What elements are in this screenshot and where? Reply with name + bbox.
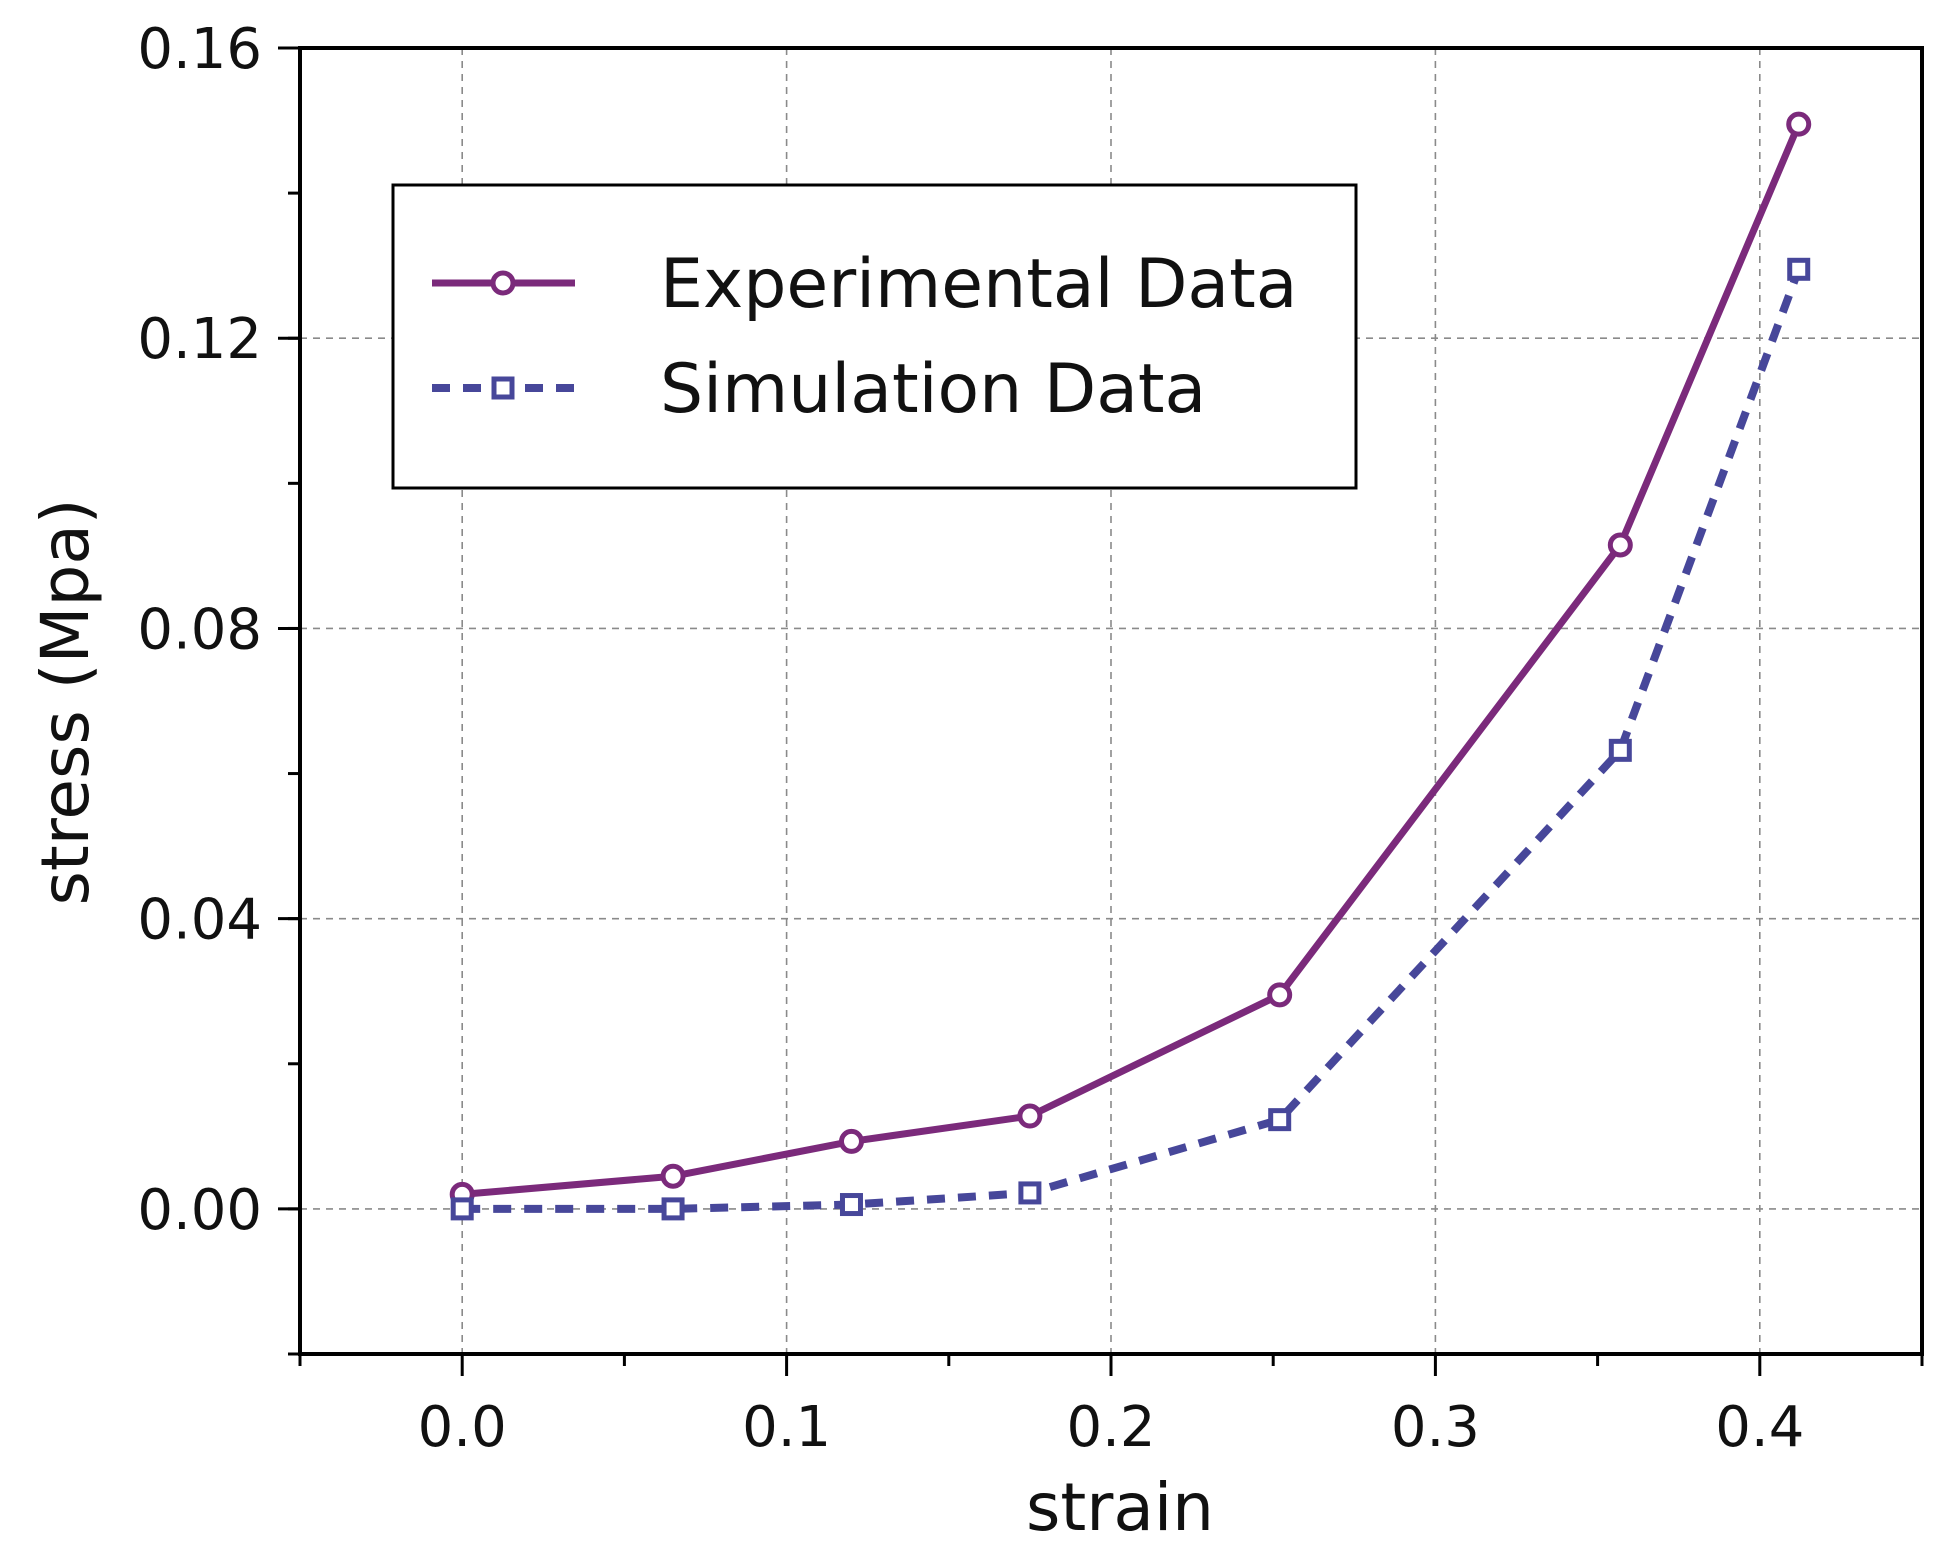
y-tick-label: 0.00 xyxy=(137,1178,262,1243)
data-point xyxy=(1786,111,1812,137)
data-point xyxy=(839,1193,863,1217)
series-2 xyxy=(450,257,1811,1221)
y-axis-label: stress (Mpa) xyxy=(27,498,104,905)
legend-box xyxy=(391,183,1358,490)
legend-entry: Simulation Data xyxy=(432,350,1206,429)
data-point xyxy=(450,1197,474,1221)
x-tick-label: 0.1 xyxy=(742,1395,831,1460)
legend: Experimental Data Simulation Data xyxy=(391,183,1358,490)
legend-label: Simulation Data xyxy=(660,350,1206,429)
x-tick-label: 0.4 xyxy=(1715,1395,1804,1460)
y-tick-label: 0.08 xyxy=(137,597,262,662)
legend-entry: Experimental Data xyxy=(432,245,1297,324)
legend-marker xyxy=(491,376,515,400)
data-point xyxy=(838,1128,864,1154)
data-point xyxy=(660,1163,686,1189)
y-tick-label: 0.04 xyxy=(137,888,262,953)
data-point xyxy=(1607,532,1633,558)
data-point xyxy=(1267,982,1293,1008)
data-point xyxy=(1017,1103,1043,1129)
series-1 xyxy=(449,111,1812,1207)
data-point xyxy=(1608,738,1632,762)
x-tick-label: 0.0 xyxy=(418,1395,507,1460)
y-tick-label: 0.12 xyxy=(137,307,262,372)
legend-entries: Experimental Data Simulation Data xyxy=(432,245,1297,429)
legend-marker xyxy=(490,270,516,296)
x-axis-label: strain xyxy=(1026,1469,1214,1546)
data-point xyxy=(1018,1181,1042,1205)
series-layer xyxy=(449,111,1812,1221)
data-point xyxy=(1787,257,1811,281)
y-tick-label: 0.16 xyxy=(137,17,262,82)
x-tick-label: 0.3 xyxy=(1391,1395,1480,1460)
data-point xyxy=(661,1197,685,1221)
x-tick-label: 0.2 xyxy=(1066,1395,1155,1460)
legend-label: Experimental Data xyxy=(660,245,1297,324)
data-point xyxy=(1268,1108,1292,1132)
axis-ticks xyxy=(278,46,1924,1376)
axis-tick-labels: 0.0 0.1 0.2 0.3 0.4 0.00 0.04 0.08 0.12 0.16 xyxy=(137,17,1804,1460)
